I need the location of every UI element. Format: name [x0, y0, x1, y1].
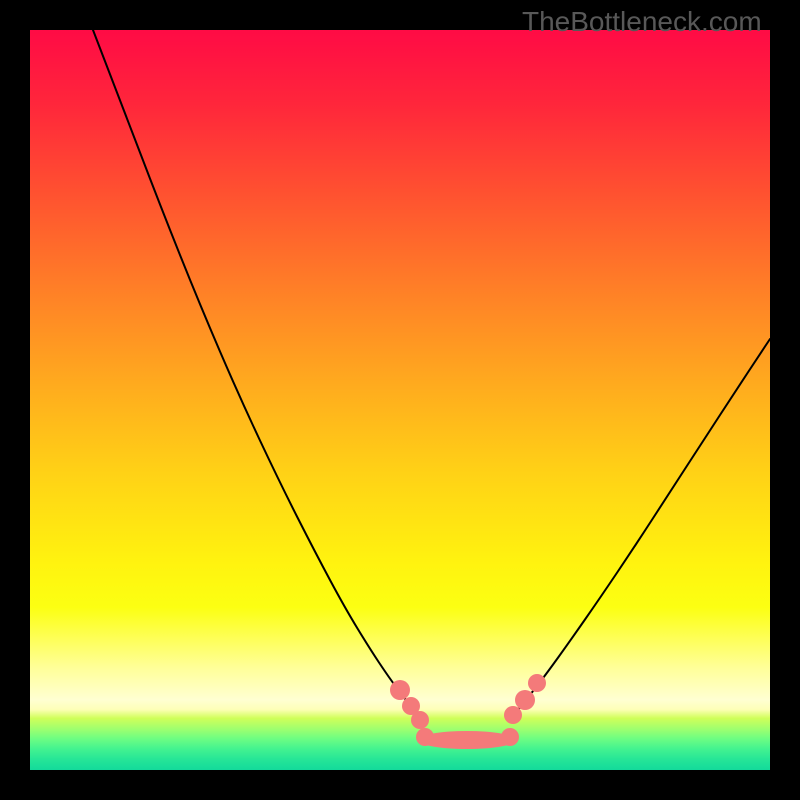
marker-right-1	[515, 690, 535, 710]
watermark-text: TheBottleneck.com	[522, 6, 762, 38]
marker-right-0	[504, 706, 522, 724]
chart-frame: TheBottleneck.com	[0, 0, 800, 800]
chart-overlay-svg	[30, 30, 770, 770]
marker-right-2	[528, 674, 546, 692]
curve-right	[518, 339, 770, 710]
marker-left-0	[390, 680, 410, 700]
marker-bottom-end-1	[501, 728, 519, 746]
marker-left-2	[411, 711, 429, 729]
plot-area	[30, 30, 770, 770]
marker-bottom-end-0	[416, 728, 434, 746]
curve-left	[93, 30, 414, 710]
